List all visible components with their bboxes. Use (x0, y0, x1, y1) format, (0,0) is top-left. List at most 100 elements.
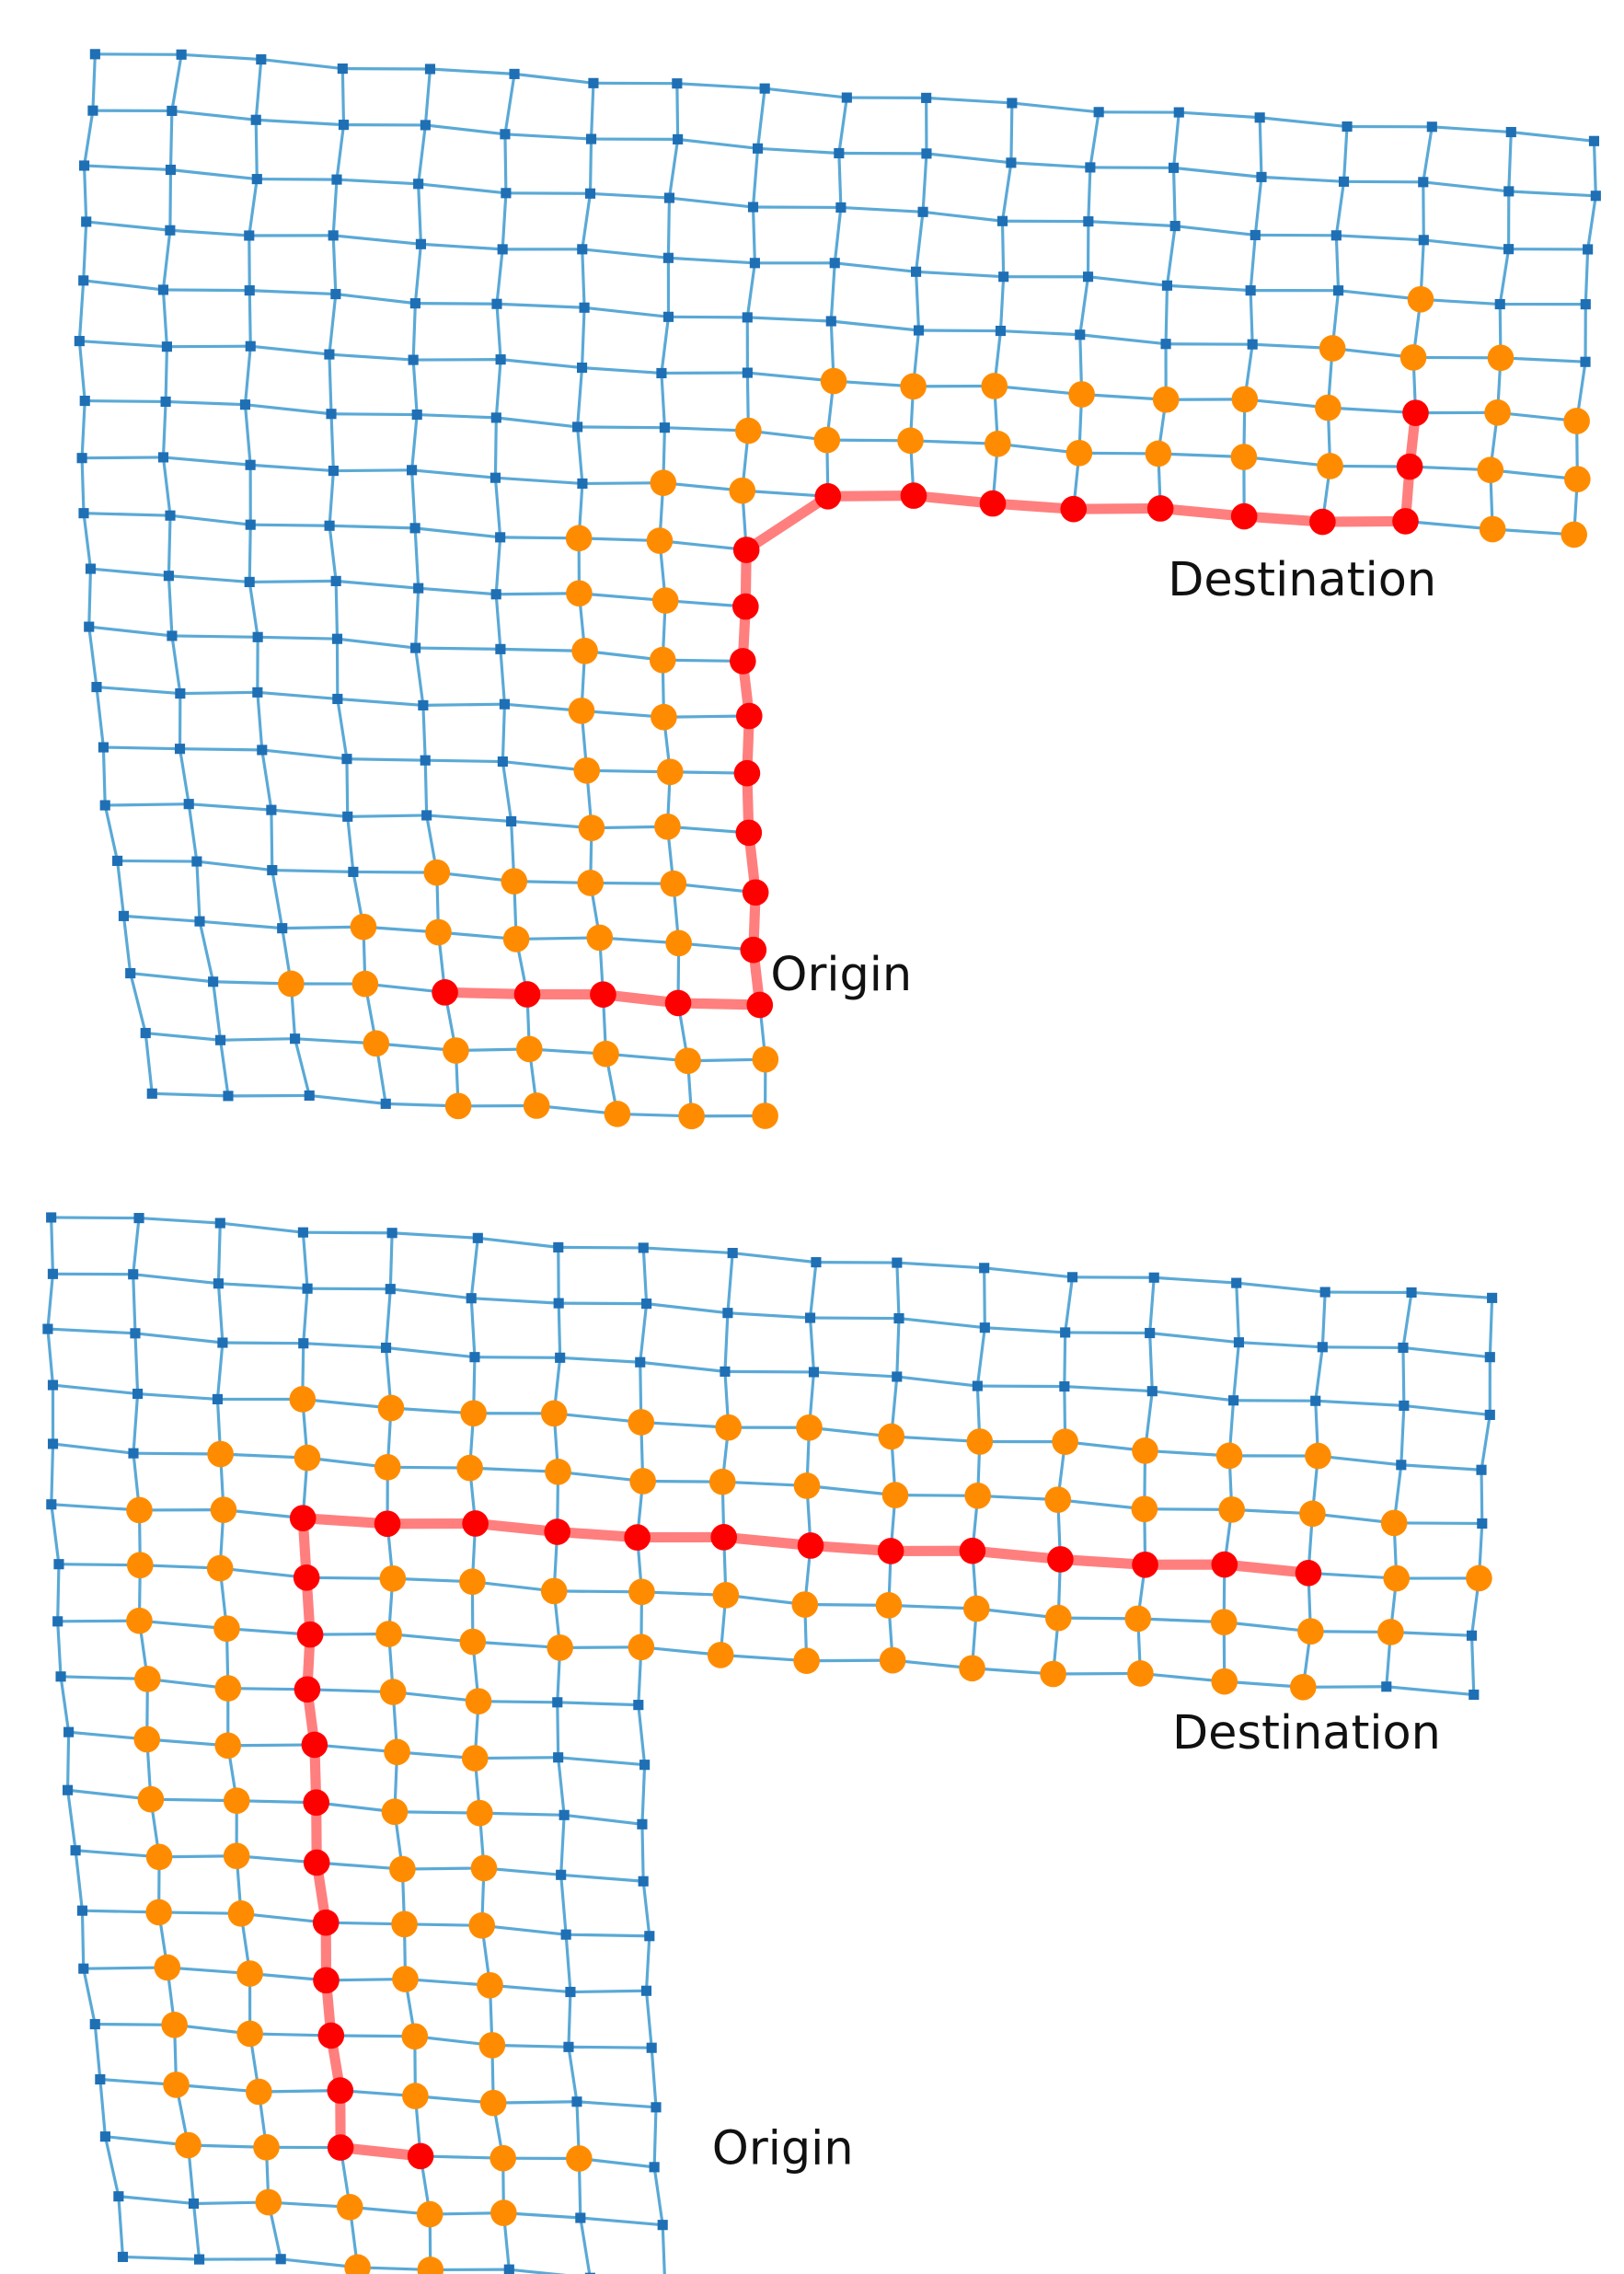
mesh-edge (394, 1810, 480, 1815)
route-node (797, 1532, 824, 1559)
mesh-edge (414, 526, 501, 539)
mesh-edge (469, 1466, 559, 1473)
mesh-edge (132, 1393, 140, 1454)
mesh-node (328, 230, 339, 241)
mesh-node (128, 1269, 139, 1280)
mesh-edge (139, 1619, 227, 1631)
mesh-edge (176, 2083, 259, 2094)
mesh-edge (1490, 468, 1578, 481)
mesh-node (332, 693, 343, 705)
explored-node (126, 1496, 153, 1524)
mesh-node (188, 2198, 200, 2210)
mesh-edge (388, 1232, 394, 1289)
mesh-node (256, 54, 267, 65)
explored-node (793, 1472, 821, 1499)
mesh-edge (410, 469, 417, 528)
mesh-node (324, 520, 335, 531)
mesh-node (208, 976, 219, 987)
mesh-edge (98, 2079, 107, 2137)
mesh-edge (1328, 406, 1416, 415)
mesh-edge (350, 2205, 431, 2216)
explored-node (389, 1855, 416, 1883)
mesh-node (1173, 107, 1184, 118)
mesh-node (266, 804, 277, 815)
mesh-edge (895, 1318, 901, 1378)
mesh-node (250, 114, 261, 125)
explored-node (207, 1440, 234, 1468)
mesh-edge (117, 859, 197, 863)
mesh-edge (1303, 1685, 1387, 1689)
mesh-node (1256, 171, 1267, 182)
mesh-edge (103, 2136, 121, 2197)
mesh-edge (1167, 283, 1251, 293)
mesh-node (497, 244, 508, 255)
mesh-node (1477, 1518, 1488, 1529)
mesh-edge (218, 1282, 308, 1290)
mesh-edge (1079, 333, 1167, 346)
mesh-edge (833, 207, 843, 263)
explored-node (479, 2089, 507, 2117)
mesh-node (78, 508, 89, 519)
explored-node (1319, 335, 1346, 362)
explored-node (423, 859, 451, 886)
mesh-edge (132, 1218, 141, 1275)
mesh-node (637, 1818, 648, 1830)
mesh-edge (747, 371, 835, 383)
explored-node (1132, 1437, 1158, 1464)
mesh-edge (502, 759, 587, 772)
mesh-node (495, 354, 506, 365)
mesh-node (1583, 244, 1594, 255)
mesh-edge (1498, 248, 1511, 305)
mesh-edge (1249, 235, 1257, 291)
mesh-node (331, 633, 343, 644)
mesh-node (979, 1322, 990, 1333)
mesh-edge (840, 205, 924, 214)
mesh-edge (161, 289, 169, 347)
mesh-edge (88, 625, 173, 638)
explored-node (568, 698, 595, 724)
mesh-edge (1500, 356, 1586, 364)
mesh-node (165, 164, 177, 176)
mesh-edge (640, 1645, 721, 1656)
mesh-node (275, 2254, 286, 2265)
mesh-node (125, 967, 136, 979)
explored-node (516, 1035, 543, 1063)
mesh-edge (1236, 1281, 1326, 1294)
mesh-edge (1064, 1276, 1075, 1333)
mesh-edge (282, 925, 363, 930)
route-node (732, 593, 759, 620)
mesh-node (491, 298, 502, 309)
origin-label: Origin (712, 2120, 854, 2175)
mesh-edge (1258, 117, 1263, 178)
mesh-edge (998, 276, 1006, 331)
mesh-edge (346, 757, 426, 762)
mesh-node (509, 68, 520, 79)
mesh-edge (646, 1302, 729, 1315)
mesh-edge (472, 1580, 555, 1593)
mesh-edge (328, 354, 333, 414)
mesh-node (183, 799, 194, 810)
mesh-node (722, 1308, 733, 1319)
explored-node (444, 1092, 472, 1120)
mesh-edge (245, 403, 332, 416)
mesh-edge (145, 1031, 221, 1042)
mesh-edge (47, 1327, 136, 1335)
mesh-edge (417, 412, 497, 420)
mesh-edge (74, 1850, 85, 1911)
route-node (301, 1731, 328, 1759)
mesh-edge (243, 404, 252, 466)
mesh-node (1169, 220, 1181, 232)
mesh-edge (250, 344, 330, 356)
route-node (1295, 1559, 1322, 1587)
mesh-edge (430, 67, 515, 75)
mesh-node (662, 252, 674, 263)
mesh-edge (580, 2216, 663, 2227)
mesh-edge (1154, 1276, 1237, 1285)
mesh-node (167, 105, 178, 117)
mesh-edge (212, 981, 223, 1041)
mesh-node (577, 244, 588, 255)
mesh-node (244, 285, 255, 296)
mesh-node (213, 1278, 224, 1289)
mesh-node (1484, 1352, 1495, 1363)
mesh-node (194, 916, 205, 927)
